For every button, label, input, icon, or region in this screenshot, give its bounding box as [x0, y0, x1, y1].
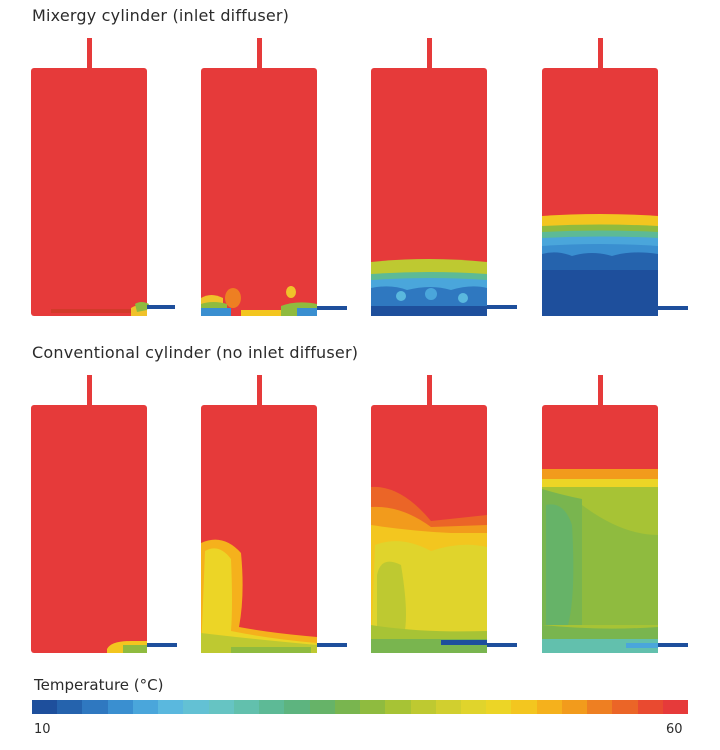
colorbar-swatch	[360, 700, 386, 714]
colorbar-swatch	[561, 700, 588, 714]
colorbar-swatch	[385, 700, 411, 714]
colorbar-swatch	[410, 700, 436, 714]
colorbar-swatch	[32, 700, 58, 714]
colorbar-swatch	[637, 700, 663, 714]
colorbar-swatch	[233, 700, 260, 714]
colorbar-swatch	[208, 700, 234, 714]
colorbar-title: Temperature (°C)	[34, 676, 164, 694]
colorbar-swatch	[107, 700, 133, 714]
temperature-colorbar	[32, 700, 689, 714]
colorbar-swatch	[82, 700, 108, 714]
conventional-tank-stage-2	[201, 375, 351, 657]
colorbar-swatch	[158, 700, 184, 714]
colorbar-swatch	[587, 700, 613, 714]
mixergy-tank-stage-2	[201, 38, 351, 320]
conventional-tank-stage-1	[31, 375, 181, 657]
mixergy-tank-stage-4	[542, 38, 692, 320]
conventional-section-title: Conventional cylinder (no inlet diffuser…	[32, 343, 359, 362]
colorbar-swatch	[183, 700, 209, 714]
colorbar-min-label: 10	[34, 722, 51, 737]
colorbar-swatch	[486, 700, 512, 714]
colorbar-swatch	[435, 700, 461, 714]
colorbar-swatch	[334, 700, 361, 714]
colorbar-swatch	[57, 700, 83, 714]
conventional-tank-stage-4	[542, 375, 692, 657]
colorbar-swatch	[132, 700, 159, 714]
colorbar-swatch	[460, 700, 487, 714]
colorbar-swatch	[612, 700, 638, 714]
colorbar-swatch	[511, 700, 537, 714]
colorbar-max-label: 60	[666, 722, 683, 737]
mixergy-tank-stage-3	[371, 38, 521, 320]
colorbar-swatch	[536, 700, 562, 714]
colorbar-swatch	[309, 700, 335, 714]
colorbar-swatch	[284, 700, 310, 714]
colorbar-swatch	[662, 700, 689, 714]
conventional-tank-stage-3	[371, 375, 521, 657]
colorbar-swatch	[259, 700, 285, 714]
mixergy-tank-stage-1	[31, 38, 181, 320]
mixergy-section-title: Mixergy cylinder (inlet diffuser)	[32, 6, 290, 25]
